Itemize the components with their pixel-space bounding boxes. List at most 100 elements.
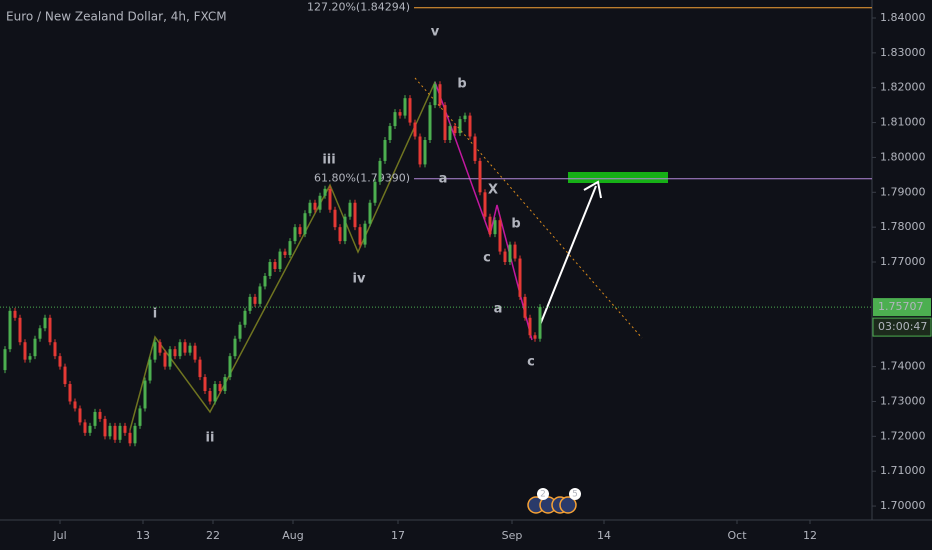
target-zone bbox=[568, 172, 668, 183]
countdown: 03:00:47 bbox=[878, 320, 927, 333]
candle bbox=[8, 310, 12, 350]
candle bbox=[143, 380, 147, 409]
candle bbox=[263, 275, 267, 287]
y-tick-label: 1.82000 bbox=[880, 81, 926, 94]
candle bbox=[338, 227, 342, 242]
y-tick-label: 1.84000 bbox=[880, 11, 926, 24]
x-tick-label: Sep bbox=[502, 529, 523, 542]
x-tick-label: Jul bbox=[52, 529, 66, 542]
candle bbox=[418, 136, 422, 165]
arrow bbox=[539, 185, 597, 326]
candle bbox=[28, 356, 32, 360]
x-tick-label: 13 bbox=[136, 529, 150, 542]
candle bbox=[433, 84, 437, 106]
candle bbox=[408, 98, 412, 123]
candle bbox=[83, 422, 87, 433]
candle bbox=[343, 216, 347, 242]
wave-label: ii bbox=[206, 431, 215, 446]
last-price-box bbox=[873, 298, 931, 317]
candle bbox=[353, 202, 357, 228]
candle bbox=[113, 425, 117, 440]
candle bbox=[318, 195, 322, 210]
candle bbox=[293, 227, 297, 242]
candle bbox=[333, 209, 337, 228]
candle bbox=[268, 262, 272, 276]
candle bbox=[448, 126, 452, 141]
candle bbox=[458, 119, 462, 134]
x-tick-label: 22 bbox=[206, 529, 220, 542]
candle bbox=[468, 115, 472, 137]
candle bbox=[398, 112, 402, 116]
y-tick-label: 1.72000 bbox=[880, 429, 926, 442]
y-tick-label: 1.83000 bbox=[880, 46, 926, 59]
y-tick-label: 1.70000 bbox=[880, 499, 926, 512]
candle bbox=[223, 377, 227, 392]
candle bbox=[123, 425, 127, 433]
candle bbox=[103, 418, 107, 437]
chart-title: Euro / New Zealand Dollar, 4h, FXCM bbox=[6, 10, 227, 24]
candle bbox=[323, 188, 327, 196]
wave-label: v bbox=[431, 25, 440, 40]
candle bbox=[133, 425, 137, 444]
event-icon bbox=[559, 496, 577, 514]
candle bbox=[473, 136, 477, 161]
wave-label: b bbox=[457, 77, 466, 92]
y-tick-label: 1.80000 bbox=[880, 150, 926, 163]
candle bbox=[23, 342, 27, 360]
x-tick-label: 17 bbox=[391, 529, 405, 542]
y-tick-label: 1.73000 bbox=[880, 394, 926, 407]
candle bbox=[203, 377, 207, 392]
candle bbox=[193, 345, 197, 360]
last-price-label: 1.75707 bbox=[878, 300, 924, 313]
candle bbox=[258, 286, 262, 304]
candle bbox=[93, 411, 97, 426]
candle bbox=[218, 384, 222, 392]
candle bbox=[173, 349, 177, 357]
candle bbox=[453, 126, 457, 134]
candle bbox=[393, 112, 397, 127]
candle bbox=[243, 310, 247, 325]
wave-label: b bbox=[511, 217, 520, 232]
candle bbox=[3, 349, 7, 371]
wave-label: X bbox=[488, 183, 498, 198]
candle bbox=[328, 188, 332, 210]
candle bbox=[163, 352, 167, 367]
candle bbox=[533, 335, 537, 339]
y-tick-label: 1.77000 bbox=[880, 255, 926, 268]
candle bbox=[348, 202, 352, 217]
candle bbox=[313, 202, 317, 210]
fib-label: 61.80%(1.79390) bbox=[314, 172, 410, 185]
candle bbox=[508, 244, 512, 263]
candle bbox=[148, 359, 152, 381]
candle bbox=[283, 251, 287, 256]
candle bbox=[253, 296, 257, 304]
candle bbox=[138, 408, 142, 426]
wave-label: i bbox=[153, 307, 157, 322]
candle bbox=[273, 262, 277, 269]
candle bbox=[88, 425, 92, 433]
event-badge bbox=[569, 488, 581, 500]
candle bbox=[233, 338, 237, 357]
candle bbox=[118, 425, 122, 440]
candle bbox=[238, 324, 242, 339]
candle bbox=[368, 202, 372, 224]
candle bbox=[438, 84, 442, 106]
candle bbox=[373, 181, 377, 203]
candle bbox=[43, 317, 47, 329]
candle bbox=[303, 213, 307, 235]
candle bbox=[428, 105, 432, 141]
candle bbox=[538, 307, 542, 339]
candle bbox=[463, 115, 467, 120]
candle bbox=[528, 317, 532, 336]
candle bbox=[478, 160, 482, 193]
candle bbox=[158, 342, 162, 353]
candle bbox=[183, 342, 187, 353]
wave-label: c bbox=[527, 355, 535, 370]
x-tick-label: Aug bbox=[282, 529, 303, 542]
candle bbox=[388, 126, 392, 141]
candle bbox=[503, 251, 507, 263]
candle bbox=[518, 258, 522, 297]
candle bbox=[298, 227, 302, 235]
candle bbox=[363, 223, 367, 245]
